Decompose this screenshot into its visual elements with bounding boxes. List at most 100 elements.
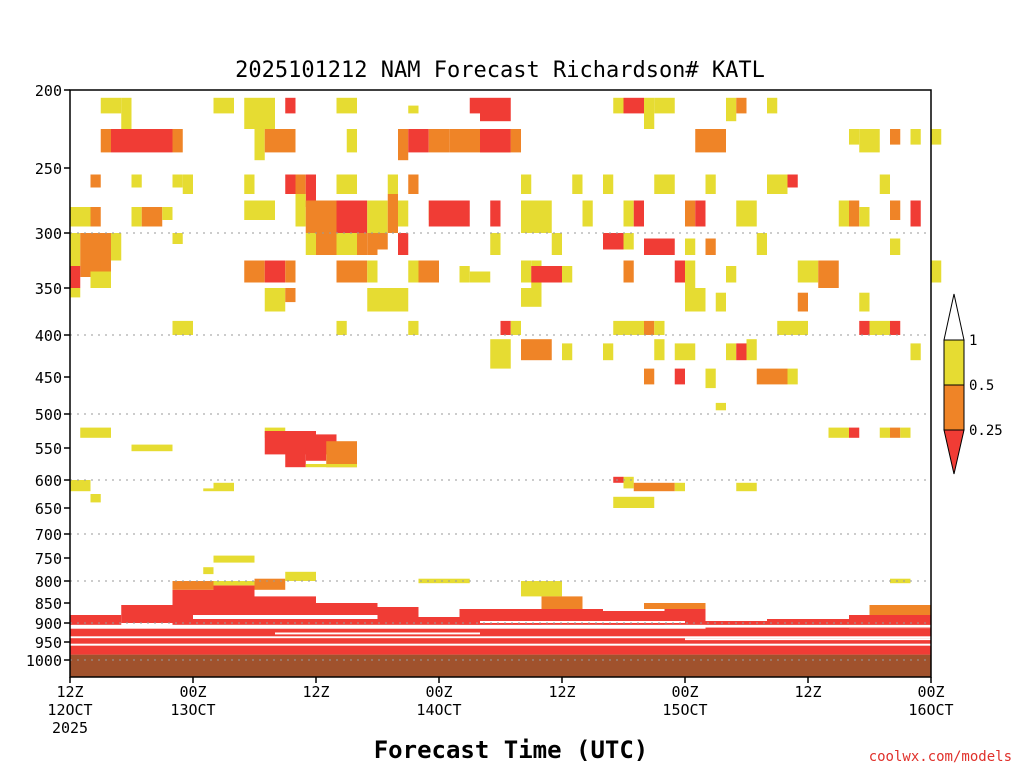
cell-high bbox=[541, 200, 552, 233]
band-high bbox=[213, 581, 255, 586]
cell-high bbox=[879, 427, 890, 438]
cell-high bbox=[623, 476, 634, 489]
cell-mid bbox=[623, 260, 634, 283]
cell-low bbox=[398, 233, 409, 255]
cell-mid bbox=[264, 129, 296, 153]
cell-high bbox=[685, 260, 696, 288]
cell-mid bbox=[418, 260, 439, 283]
cell-high bbox=[767, 97, 778, 114]
credit-text[interactable]: coolwx.com/models bbox=[869, 749, 1012, 765]
cell-low bbox=[408, 129, 429, 153]
cell-mid bbox=[285, 260, 296, 283]
cell-high bbox=[613, 97, 624, 114]
clear-streak bbox=[275, 632, 480, 635]
y-tick-label-600: 600 bbox=[35, 472, 62, 490]
cell-low bbox=[480, 129, 511, 153]
cell-high bbox=[305, 233, 316, 255]
legend-label-0: 1 bbox=[969, 333, 977, 349]
cell-high bbox=[562, 343, 573, 361]
band-low bbox=[603, 611, 665, 627]
cell-low bbox=[613, 476, 624, 483]
x-tick-label-3-1: 00Z bbox=[425, 683, 452, 701]
x-tick-label-4-1: 12Z bbox=[548, 683, 575, 701]
x-tick-label-7-1: 00Z bbox=[917, 683, 944, 701]
cell-high bbox=[521, 174, 532, 194]
cell-high bbox=[767, 174, 788, 194]
band-high bbox=[285, 571, 316, 581]
legend-bottom-arrow bbox=[943, 429, 965, 475]
cell-high bbox=[521, 260, 532, 283]
band-low bbox=[541, 609, 603, 625]
cell-high bbox=[490, 339, 511, 369]
legend-label-2: 0.25 bbox=[969, 423, 1003, 439]
cell-high bbox=[572, 174, 583, 194]
cell-high bbox=[828, 427, 849, 438]
y-tick-label-750: 750 bbox=[35, 550, 62, 568]
cell-high bbox=[623, 233, 634, 250]
cell-mid bbox=[377, 233, 388, 250]
cell-high bbox=[162, 207, 173, 220]
cell-high bbox=[172, 174, 183, 188]
cell-high bbox=[336, 233, 357, 255]
y-tick-label-400: 400 bbox=[35, 327, 62, 345]
cell-high bbox=[562, 266, 573, 283]
y-tick-label-500: 500 bbox=[35, 406, 62, 424]
cell-high bbox=[613, 320, 644, 335]
y-tick-label-1000: 1000 bbox=[26, 652, 62, 670]
cell-low bbox=[910, 200, 921, 227]
cell-mid bbox=[100, 129, 111, 153]
cell-mid bbox=[326, 441, 357, 468]
band-high bbox=[213, 555, 255, 563]
band-low bbox=[664, 605, 706, 625]
cell-high bbox=[131, 444, 173, 452]
cell-mid bbox=[644, 320, 655, 335]
cell-high bbox=[603, 343, 614, 361]
band-low bbox=[70, 615, 122, 625]
cell-low bbox=[500, 320, 511, 335]
cell-mid bbox=[849, 200, 860, 227]
cell-mid bbox=[633, 482, 675, 492]
cell-high bbox=[746, 339, 757, 361]
plot-frame bbox=[69, 89, 932, 678]
cell-mid bbox=[305, 200, 337, 233]
cell-mid bbox=[387, 194, 398, 233]
cell-low bbox=[264, 260, 286, 283]
cell-high bbox=[756, 233, 767, 255]
cell-low bbox=[674, 368, 685, 385]
x-tick-label-0-2: 12OCT bbox=[47, 701, 92, 719]
cell-mid bbox=[285, 288, 296, 303]
cell-high bbox=[459, 266, 470, 283]
cell-high bbox=[346, 129, 357, 153]
cell-high bbox=[367, 200, 388, 233]
cell-low bbox=[787, 174, 798, 188]
cell-high bbox=[203, 488, 214, 492]
cell-low bbox=[285, 97, 296, 114]
band-low bbox=[767, 619, 849, 631]
cell-low bbox=[336, 200, 368, 233]
cell-high bbox=[469, 271, 491, 283]
x-tick-label-3-2: 14OCT bbox=[416, 701, 461, 719]
cell-high bbox=[582, 200, 593, 227]
cell-high bbox=[654, 320, 665, 335]
clear-streak bbox=[70, 624, 931, 628]
cell-low bbox=[859, 320, 870, 335]
cell-mid bbox=[90, 207, 101, 227]
cell-high bbox=[408, 105, 419, 114]
cell-mid bbox=[90, 174, 101, 188]
cell-mid bbox=[336, 260, 368, 283]
band-high bbox=[418, 578, 470, 584]
cell-mid bbox=[408, 174, 419, 194]
cell-low bbox=[603, 233, 624, 250]
cell-high bbox=[613, 496, 655, 508]
legend-swatch-high bbox=[943, 339, 965, 386]
cell-mid bbox=[705, 238, 716, 255]
cell-high bbox=[879, 174, 890, 194]
cell-high bbox=[910, 343, 921, 361]
cell-high bbox=[131, 174, 142, 188]
cell-high bbox=[654, 97, 675, 114]
cell-high bbox=[931, 260, 942, 283]
x-tick-label-5-2: 15OCT bbox=[662, 701, 707, 719]
cell-low bbox=[305, 448, 327, 461]
cell-high bbox=[90, 271, 111, 288]
